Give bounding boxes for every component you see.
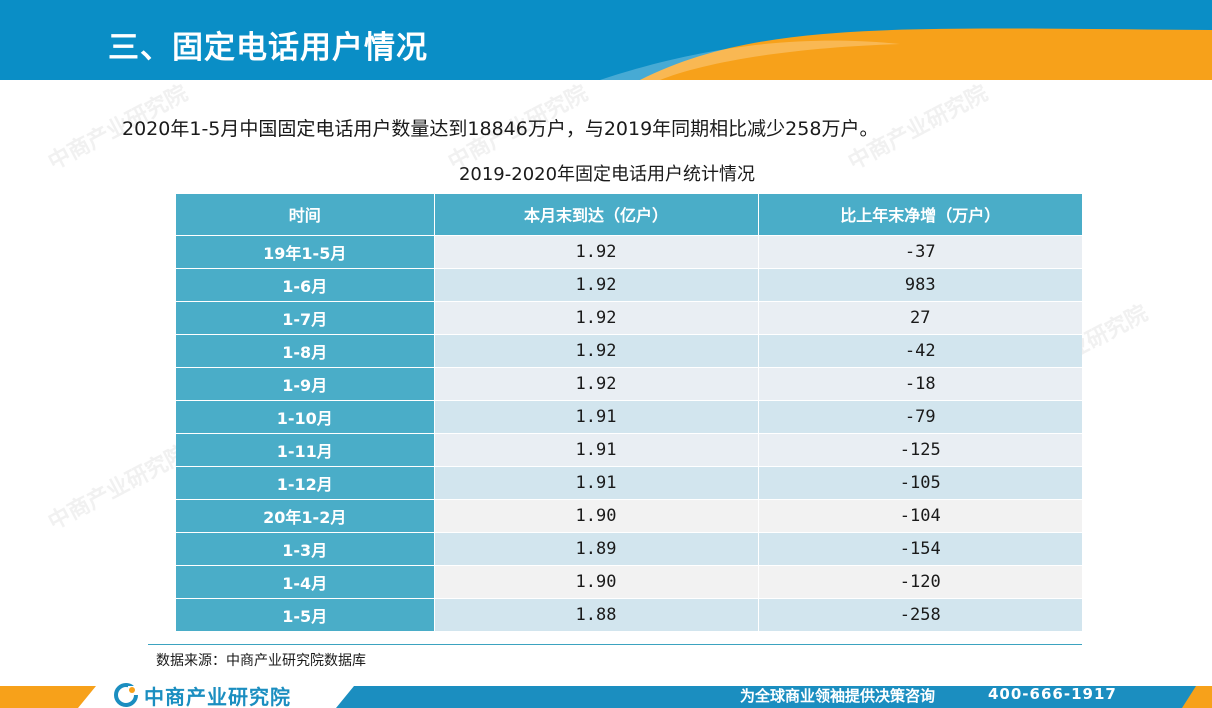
cell-users: 1.90 bbox=[434, 564, 759, 598]
table-row: 1-3月 1.89 -154 bbox=[176, 531, 1082, 565]
source-note: 数据来源：中商产业研究院数据库 bbox=[156, 653, 366, 669]
cell-time: 1-3月 bbox=[176, 531, 435, 565]
cell-time: 1-7月 bbox=[176, 300, 435, 334]
watermark-text: 中商产业研究院 bbox=[44, 441, 193, 536]
cell-users: 1.90 bbox=[434, 498, 759, 532]
footer-background bbox=[0, 686, 1212, 708]
cell-time: 19年1-5月 bbox=[176, 234, 435, 268]
table-row: 1-4月 1.90 -120 bbox=[176, 564, 1082, 598]
header-banner: 三、固定电话用户情况 bbox=[0, 0, 1212, 80]
cell-increase: -18 bbox=[758, 366, 1082, 400]
cell-increase: -42 bbox=[758, 333, 1082, 367]
cell-increase: 983 bbox=[758, 267, 1082, 301]
table-bottom-divider bbox=[148, 644, 1082, 645]
cell-users: 1.88 bbox=[434, 597, 759, 631]
cell-increase: 27 bbox=[758, 300, 1082, 334]
table-row: 1-11月 1.91 -125 bbox=[176, 432, 1082, 466]
company-logo: 中商产业研究院 bbox=[114, 682, 291, 708]
cell-users: 1.92 bbox=[434, 267, 759, 301]
cell-users: 1.91 bbox=[434, 399, 759, 433]
stats-table: 时间 本月末到达（亿户） 比上年末净增（万户） 19年1-5月 1.92 -37… bbox=[176, 194, 1082, 631]
logo-text: 中商产业研究院 bbox=[144, 684, 291, 708]
cell-time: 1-8月 bbox=[176, 333, 435, 367]
table-row: 1-10月 1.91 -79 bbox=[176, 399, 1082, 433]
cell-increase: -125 bbox=[758, 432, 1082, 466]
table-row: 1-5月 1.88 -258 bbox=[176, 597, 1082, 631]
table-header-row: 时间 本月末到达（亿户） 比上年末净增（万户） bbox=[176, 194, 1082, 235]
page-title: 三、固定电话用户情况 bbox=[108, 30, 428, 66]
column-header-time: 时间 bbox=[176, 194, 435, 235]
cell-users: 1.89 bbox=[434, 531, 759, 565]
column-header-users: 本月末到达（亿户） bbox=[434, 194, 759, 235]
cell-increase: -154 bbox=[758, 531, 1082, 565]
cell-increase: -105 bbox=[758, 465, 1082, 499]
cell-users: 1.92 bbox=[434, 234, 759, 268]
cell-users: 1.91 bbox=[434, 465, 759, 499]
cell-increase: -104 bbox=[758, 498, 1082, 532]
intro-text: 2020年1-5月中国固定电话用户数量达到18846万户，与2019年同期相比减… bbox=[122, 118, 879, 140]
header-background bbox=[0, 0, 1212, 80]
column-header-increase: 比上年末净增（万户） bbox=[758, 194, 1082, 235]
footer-bar bbox=[0, 682, 1212, 708]
cell-increase: -258 bbox=[758, 597, 1082, 631]
cell-time: 1-11月 bbox=[176, 432, 435, 466]
cell-users: 1.92 bbox=[434, 333, 759, 367]
table-caption: 2019-2020年固定电话用户统计情况 bbox=[458, 164, 756, 185]
cell-users: 1.92 bbox=[434, 300, 759, 334]
table-row: 19年1-5月 1.92 -37 bbox=[176, 234, 1082, 268]
footer-phone: 400-666-1917 bbox=[988, 685, 1117, 703]
cell-time: 1-12月 bbox=[176, 465, 435, 499]
table-row: 1-12月 1.91 -105 bbox=[176, 465, 1082, 499]
cell-time: 1-6月 bbox=[176, 267, 435, 301]
cell-users: 1.91 bbox=[434, 432, 759, 466]
cell-time: 20年1-2月 bbox=[176, 498, 435, 532]
cell-time: 1-10月 bbox=[176, 399, 435, 433]
cell-increase: -79 bbox=[758, 399, 1082, 433]
table-row: 1-7月 1.92 27 bbox=[176, 300, 1082, 334]
table-row: 1-8月 1.92 -42 bbox=[176, 333, 1082, 367]
cell-time: 1-4月 bbox=[176, 564, 435, 598]
cell-time: 1-9月 bbox=[176, 366, 435, 400]
logo-icon bbox=[114, 683, 138, 707]
table-row: 1-6月 1.92 983 bbox=[176, 267, 1082, 301]
table-row: 20年1-2月 1.90 -104 bbox=[176, 498, 1082, 532]
cell-increase: -37 bbox=[758, 234, 1082, 268]
cell-increase: -120 bbox=[758, 564, 1082, 598]
table-row: 1-9月 1.92 -18 bbox=[176, 366, 1082, 400]
cell-users: 1.92 bbox=[434, 366, 759, 400]
footer-slogan: 为全球商业领袖提供决策咨询 bbox=[740, 687, 936, 705]
cell-time: 1-5月 bbox=[176, 597, 435, 631]
